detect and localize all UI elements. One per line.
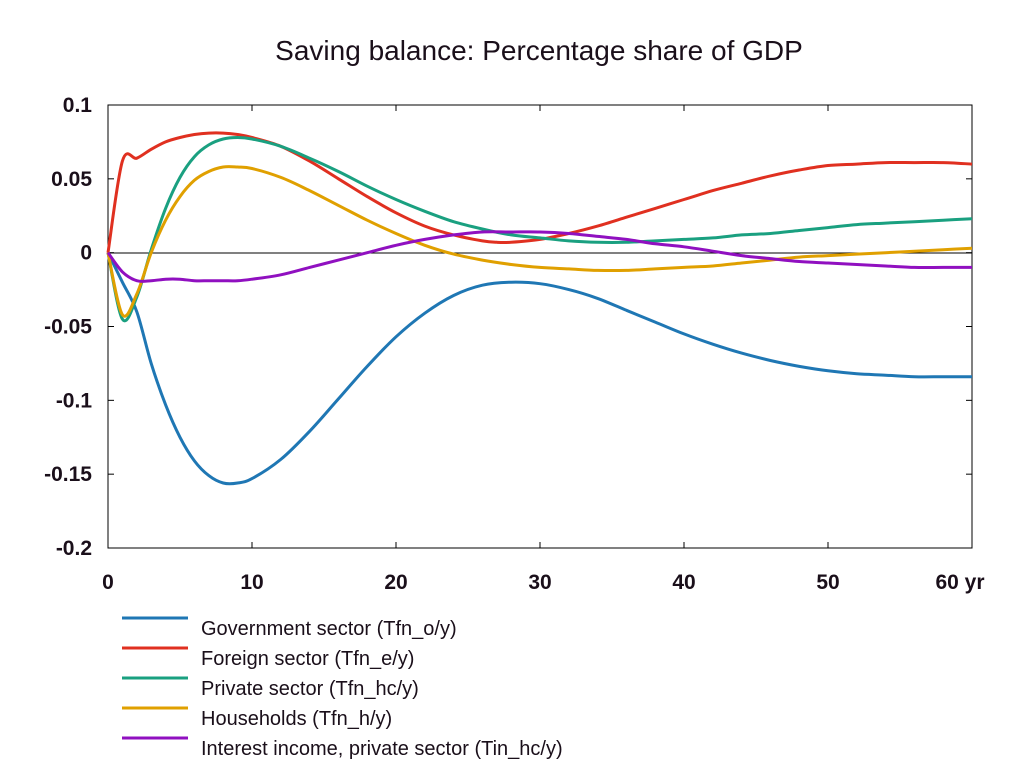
y-tick-label: -0.15: [44, 463, 92, 486]
x-tick-label: 30: [528, 571, 551, 594]
y-tick-label: -0.1: [56, 389, 93, 412]
y-tick-label: 0.05: [51, 168, 92, 191]
chart-title: Saving balance: Percentage share of GDP: [275, 35, 803, 66]
series-line: [106, 230, 972, 283]
legend-label: Interest income, private sector (Tin_hc/…: [201, 738, 563, 760]
y-tick-label: 0: [80, 242, 92, 265]
legend-label: Private sector (Tfn_hc/y): [201, 678, 419, 700]
y-tick-label: 0.1: [63, 94, 93, 117]
x-tick-label: 50: [816, 571, 839, 594]
x-tick-label: 40: [672, 571, 695, 594]
x-tick-label: 60 yr: [935, 571, 984, 594]
x-tick-label: 0: [102, 571, 114, 594]
legend-label: Government sector (Tfn_o/y): [201, 618, 457, 640]
series-line: [106, 165, 973, 318]
y-tick-label: -0.05: [44, 316, 92, 339]
x-tick-label: 10: [240, 571, 263, 594]
legend-label: Foreign sector (Tfn_e/y): [201, 648, 414, 670]
series-line: [106, 136, 973, 323]
x-tick-label: 20: [384, 571, 407, 594]
series-line: [106, 131, 973, 253]
series-line: [106, 252, 972, 486]
axes: 0.1 0.05 0 -0.05 -0.1 -0.15 -0.2 0 10 20 30 40 50 60 …: [44, 94, 984, 594]
legend-label: Households (Tfn_h/y): [201, 708, 392, 730]
y-tick-label: -0.2: [56, 537, 92, 560]
legend: Government sector (Tfn_o/y) Foreign secto…: [122, 616, 563, 760]
series-layer: [106, 131, 973, 486]
